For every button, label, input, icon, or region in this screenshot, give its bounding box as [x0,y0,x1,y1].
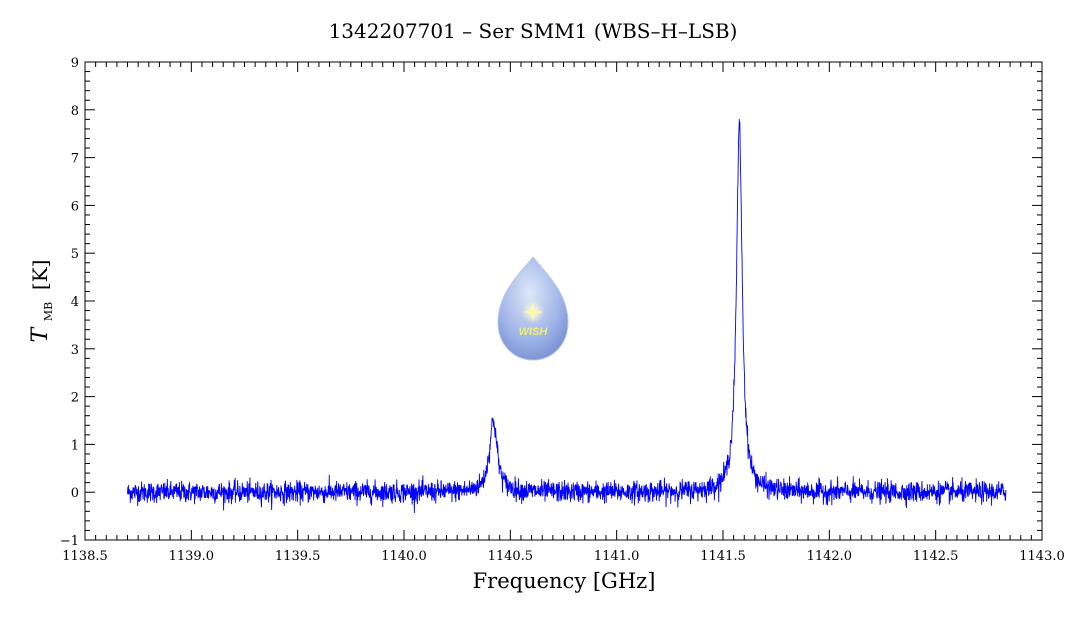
x-tick-label: 1138.5 [62,549,108,564]
x-tick-label: 1140.5 [488,549,534,564]
y-tick-label: 3 [71,343,79,358]
x-tick-label: 1141.0 [594,549,640,564]
x-tick-label: 1140.0 [381,549,427,564]
y-tick-label: 1 [71,438,79,453]
y-axis-subscript: MB [42,302,55,321]
y-tick-label: 7 [71,152,79,167]
y-tick-label: 2 [71,391,79,406]
y-axis-title: T MB [K] [28,260,57,343]
x-tick-label: 1141.5 [700,549,746,564]
spectrum-line [127,119,1007,514]
svg-text:T MB [K]: T MB [K] [28,260,57,343]
x-tick-label: 1143.0 [1019,549,1065,564]
x-tick-label: 1139.5 [275,549,321,564]
x-tick-label: 1139.0 [169,549,215,564]
chart-title: 1342207701 – Ser SMM1 (WBS–H–LSB) [329,19,738,43]
wish-logo: WISH [497,256,569,361]
x-tick-label: 1142.0 [807,549,853,564]
wish-logo-text: WISH [519,326,549,338]
y-tick-label: 0 [71,486,79,501]
x-tick-label: 1142.5 [913,549,959,564]
y-tick-label: 8 [71,104,79,119]
y-tick-label: 6 [71,199,79,214]
star-rays-icon [523,302,543,322]
y-tick-label: 9 [71,56,79,71]
y-axis-symbol: T [28,325,53,342]
y-tick-label: 4 [71,295,79,310]
y-tick-label: −1 [60,534,79,549]
y-tick-label: 5 [71,247,79,262]
x-axis-title: Frequency [GHz] [473,569,656,593]
y-axis-unit: [K] [28,260,52,291]
